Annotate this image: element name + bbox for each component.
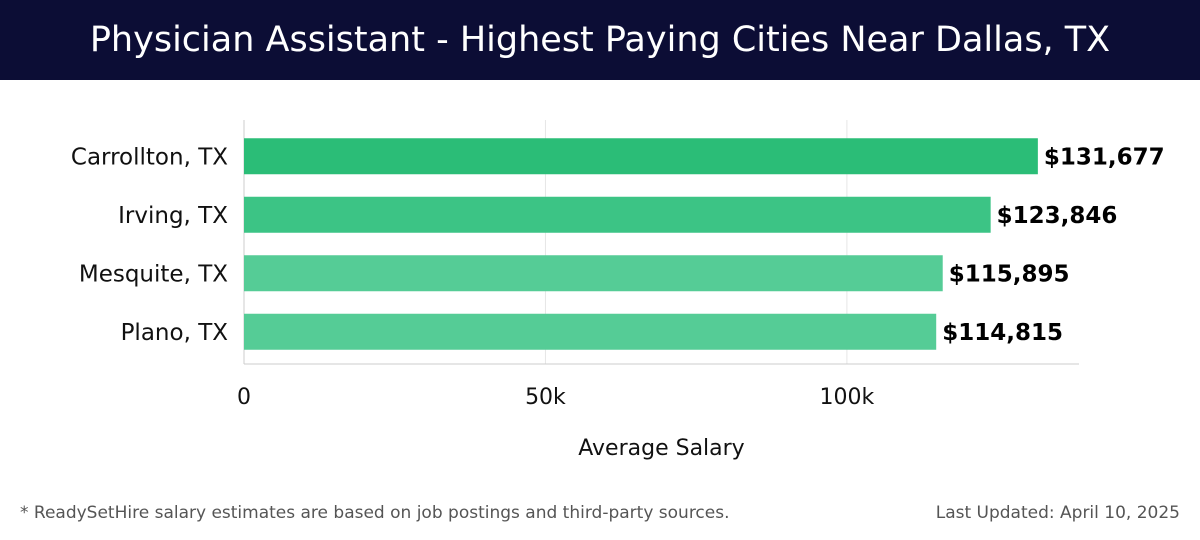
x-tick-label-1: 50k — [525, 385, 566, 410]
bar-0 — [244, 138, 1038, 175]
header-banner: Physician Assistant - Highest Paying Cit… — [0, 0, 1200, 80]
page-title: Physician Assistant - Highest Paying Cit… — [89, 20, 1111, 60]
category-label-2: Mesquite, TX — [79, 261, 228, 287]
value-label-1: $123,846 — [997, 203, 1118, 229]
bar-2 — [244, 255, 943, 292]
last-updated: Last Updated: April 10, 2025 — [935, 503, 1180, 523]
x-axis-title: Average Salary — [578, 436, 744, 461]
x-tick-label-2: 100k — [820, 385, 875, 410]
value-label-0: $131,677 — [1044, 144, 1165, 170]
chart-canvas: Carrollton, TX $131,677 Irving, TX $123,846… — [71, 120, 1165, 461]
category-label-3: Plano, TX — [121, 320, 229, 346]
x-tick-label-0: 0 — [237, 385, 251, 410]
bar-1 — [244, 196, 991, 233]
category-label-0: Carrollton, TX — [71, 144, 228, 170]
value-label-2: $115,895 — [949, 261, 1070, 287]
bar-chart: Carrollton, TX $131,677 Irving, TX $123,846… — [0, 80, 1200, 500]
category-label-1: Irving, TX — [118, 203, 228, 229]
value-label-3: $114,815 — [942, 320, 1063, 346]
footnote: * ReadySetHire salary estimates are base… — [20, 503, 730, 523]
bar-3 — [244, 313, 937, 350]
